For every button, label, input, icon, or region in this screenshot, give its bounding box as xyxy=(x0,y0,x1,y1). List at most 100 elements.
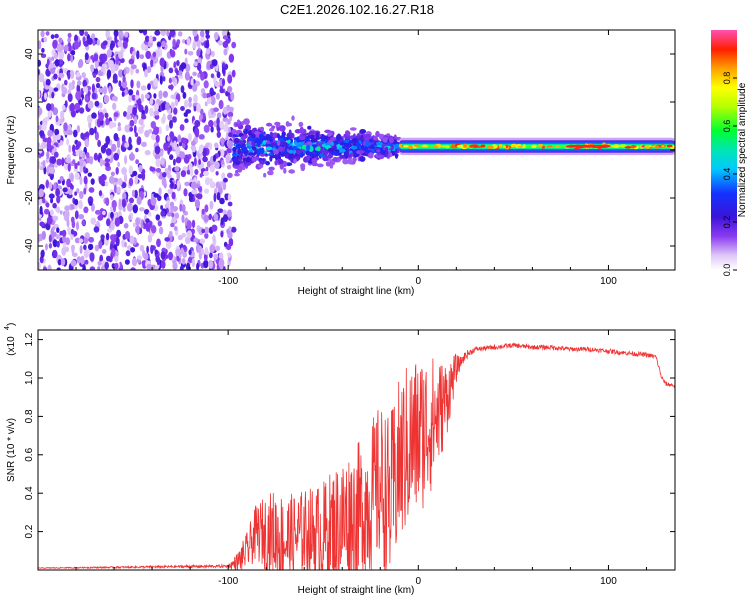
heatmap-cell xyxy=(241,166,246,171)
heatmap-cell xyxy=(180,170,187,178)
heatmap-cell xyxy=(69,102,76,113)
heatmap-cell xyxy=(292,146,298,151)
heatmap-cell xyxy=(174,212,180,219)
heatmap-cell xyxy=(113,133,119,141)
heatmap-cell xyxy=(228,132,233,138)
heatmap-cell xyxy=(335,135,342,140)
y-tick-label: 0.8 xyxy=(24,409,35,423)
heatmap-cell xyxy=(60,258,66,266)
heatmap-cell xyxy=(56,206,60,214)
heatmap-cell xyxy=(233,165,239,169)
heatmap-cell xyxy=(142,250,146,258)
heatmap-cell xyxy=(132,50,137,56)
heatmap-cell xyxy=(68,188,73,196)
heatmap-cell xyxy=(113,112,119,118)
heatmap-cell xyxy=(213,77,217,84)
heatmap-cell xyxy=(214,142,219,149)
heatmap-cell xyxy=(203,170,209,177)
heatmap-cell xyxy=(165,124,170,132)
x-tick-label: -100 xyxy=(218,576,238,587)
heatmap-cell xyxy=(322,150,329,156)
snr-series-line xyxy=(38,342,675,570)
heatmap-cell xyxy=(193,237,199,243)
heatmap-cell xyxy=(200,72,205,81)
heatmap-cell xyxy=(244,128,249,133)
heatmap-cell xyxy=(342,158,349,165)
heatmap-cell xyxy=(339,141,346,146)
heatmap-cell xyxy=(198,186,202,193)
heatmap-cell xyxy=(291,153,296,159)
heatmap-cell xyxy=(50,198,54,204)
heatmap-cell xyxy=(194,199,201,209)
heatmap-cell xyxy=(71,252,78,258)
heatmap-cell xyxy=(197,245,203,253)
heatmap-cell xyxy=(97,261,102,266)
heatmap-cell xyxy=(90,203,95,212)
heatmap-cell xyxy=(209,181,216,189)
heatmap-cell xyxy=(236,145,241,149)
heatmap-cell xyxy=(98,176,105,185)
heatmap-cell xyxy=(215,171,219,176)
heatmap-cell xyxy=(196,193,203,200)
heatmap-cell xyxy=(47,264,52,270)
heatmap-cell xyxy=(132,106,138,116)
heatmap-cell xyxy=(92,72,97,78)
heatmap-cell xyxy=(70,228,75,235)
heatmap-cell xyxy=(91,83,95,93)
heatmap-cell xyxy=(283,167,287,174)
heatmap-cell xyxy=(130,267,136,270)
heatmap-cell xyxy=(160,157,165,166)
y-tick-label: -20 xyxy=(24,190,35,205)
heatmap-cell xyxy=(64,100,68,108)
heatmap-cell xyxy=(56,195,61,204)
heatmap-cell xyxy=(203,124,210,133)
heatmap-cell xyxy=(107,228,113,233)
heatmap-cell xyxy=(172,206,178,212)
heatmap-cell xyxy=(45,179,50,189)
heatmap-cell xyxy=(263,172,267,178)
heatmap-cell xyxy=(375,130,380,138)
heatmap-cell xyxy=(110,171,115,177)
heatmap-cell xyxy=(79,191,84,199)
heatmap-cell xyxy=(104,162,110,168)
heatmap-cell xyxy=(252,133,256,139)
heatmap-cell xyxy=(89,127,95,136)
heatmap-cell xyxy=(156,238,161,248)
heatmap-cell xyxy=(274,121,281,126)
heatmap-cell xyxy=(199,238,206,244)
heatmap-cell xyxy=(97,214,104,221)
heatmap-cell xyxy=(67,37,72,43)
heatmap-cell xyxy=(139,54,145,60)
heatmap-cell xyxy=(156,258,160,266)
heatmap-cell xyxy=(83,175,88,185)
heatmap-cell xyxy=(245,156,251,163)
y-tick-label: 0 xyxy=(24,147,35,153)
heatmap-cell xyxy=(191,219,196,229)
heatmap-cell xyxy=(208,259,214,269)
heatmap-cell xyxy=(222,41,229,48)
heatmap-cell xyxy=(188,249,192,256)
heatmap-cell xyxy=(205,34,210,39)
heatmap-cell xyxy=(67,53,71,62)
heatmap-cell xyxy=(204,204,209,213)
heatmap-cell xyxy=(45,243,48,251)
heatmap-cell xyxy=(227,172,233,178)
heatmap-cell xyxy=(203,80,209,89)
heatmap-cell xyxy=(38,73,45,83)
heatmap-cell xyxy=(330,141,334,146)
heatmap-cell xyxy=(269,127,275,132)
heatmap-cell xyxy=(146,264,153,270)
heatmap-cell xyxy=(325,161,332,167)
heatmap-cell xyxy=(124,259,130,265)
heatmap-cell xyxy=(555,145,560,148)
heatmap-cell xyxy=(89,266,96,270)
heatmap-cell xyxy=(213,254,219,259)
heatmap-cell xyxy=(237,167,243,173)
heatmap-cell xyxy=(259,133,264,140)
heatmap-cell xyxy=(189,167,194,177)
heatmap-cell xyxy=(170,222,175,228)
heatmap-cell xyxy=(40,53,47,59)
heatmap-cell xyxy=(47,109,52,118)
heatmap-cell xyxy=(163,142,169,151)
heatmap-cell xyxy=(226,147,233,154)
